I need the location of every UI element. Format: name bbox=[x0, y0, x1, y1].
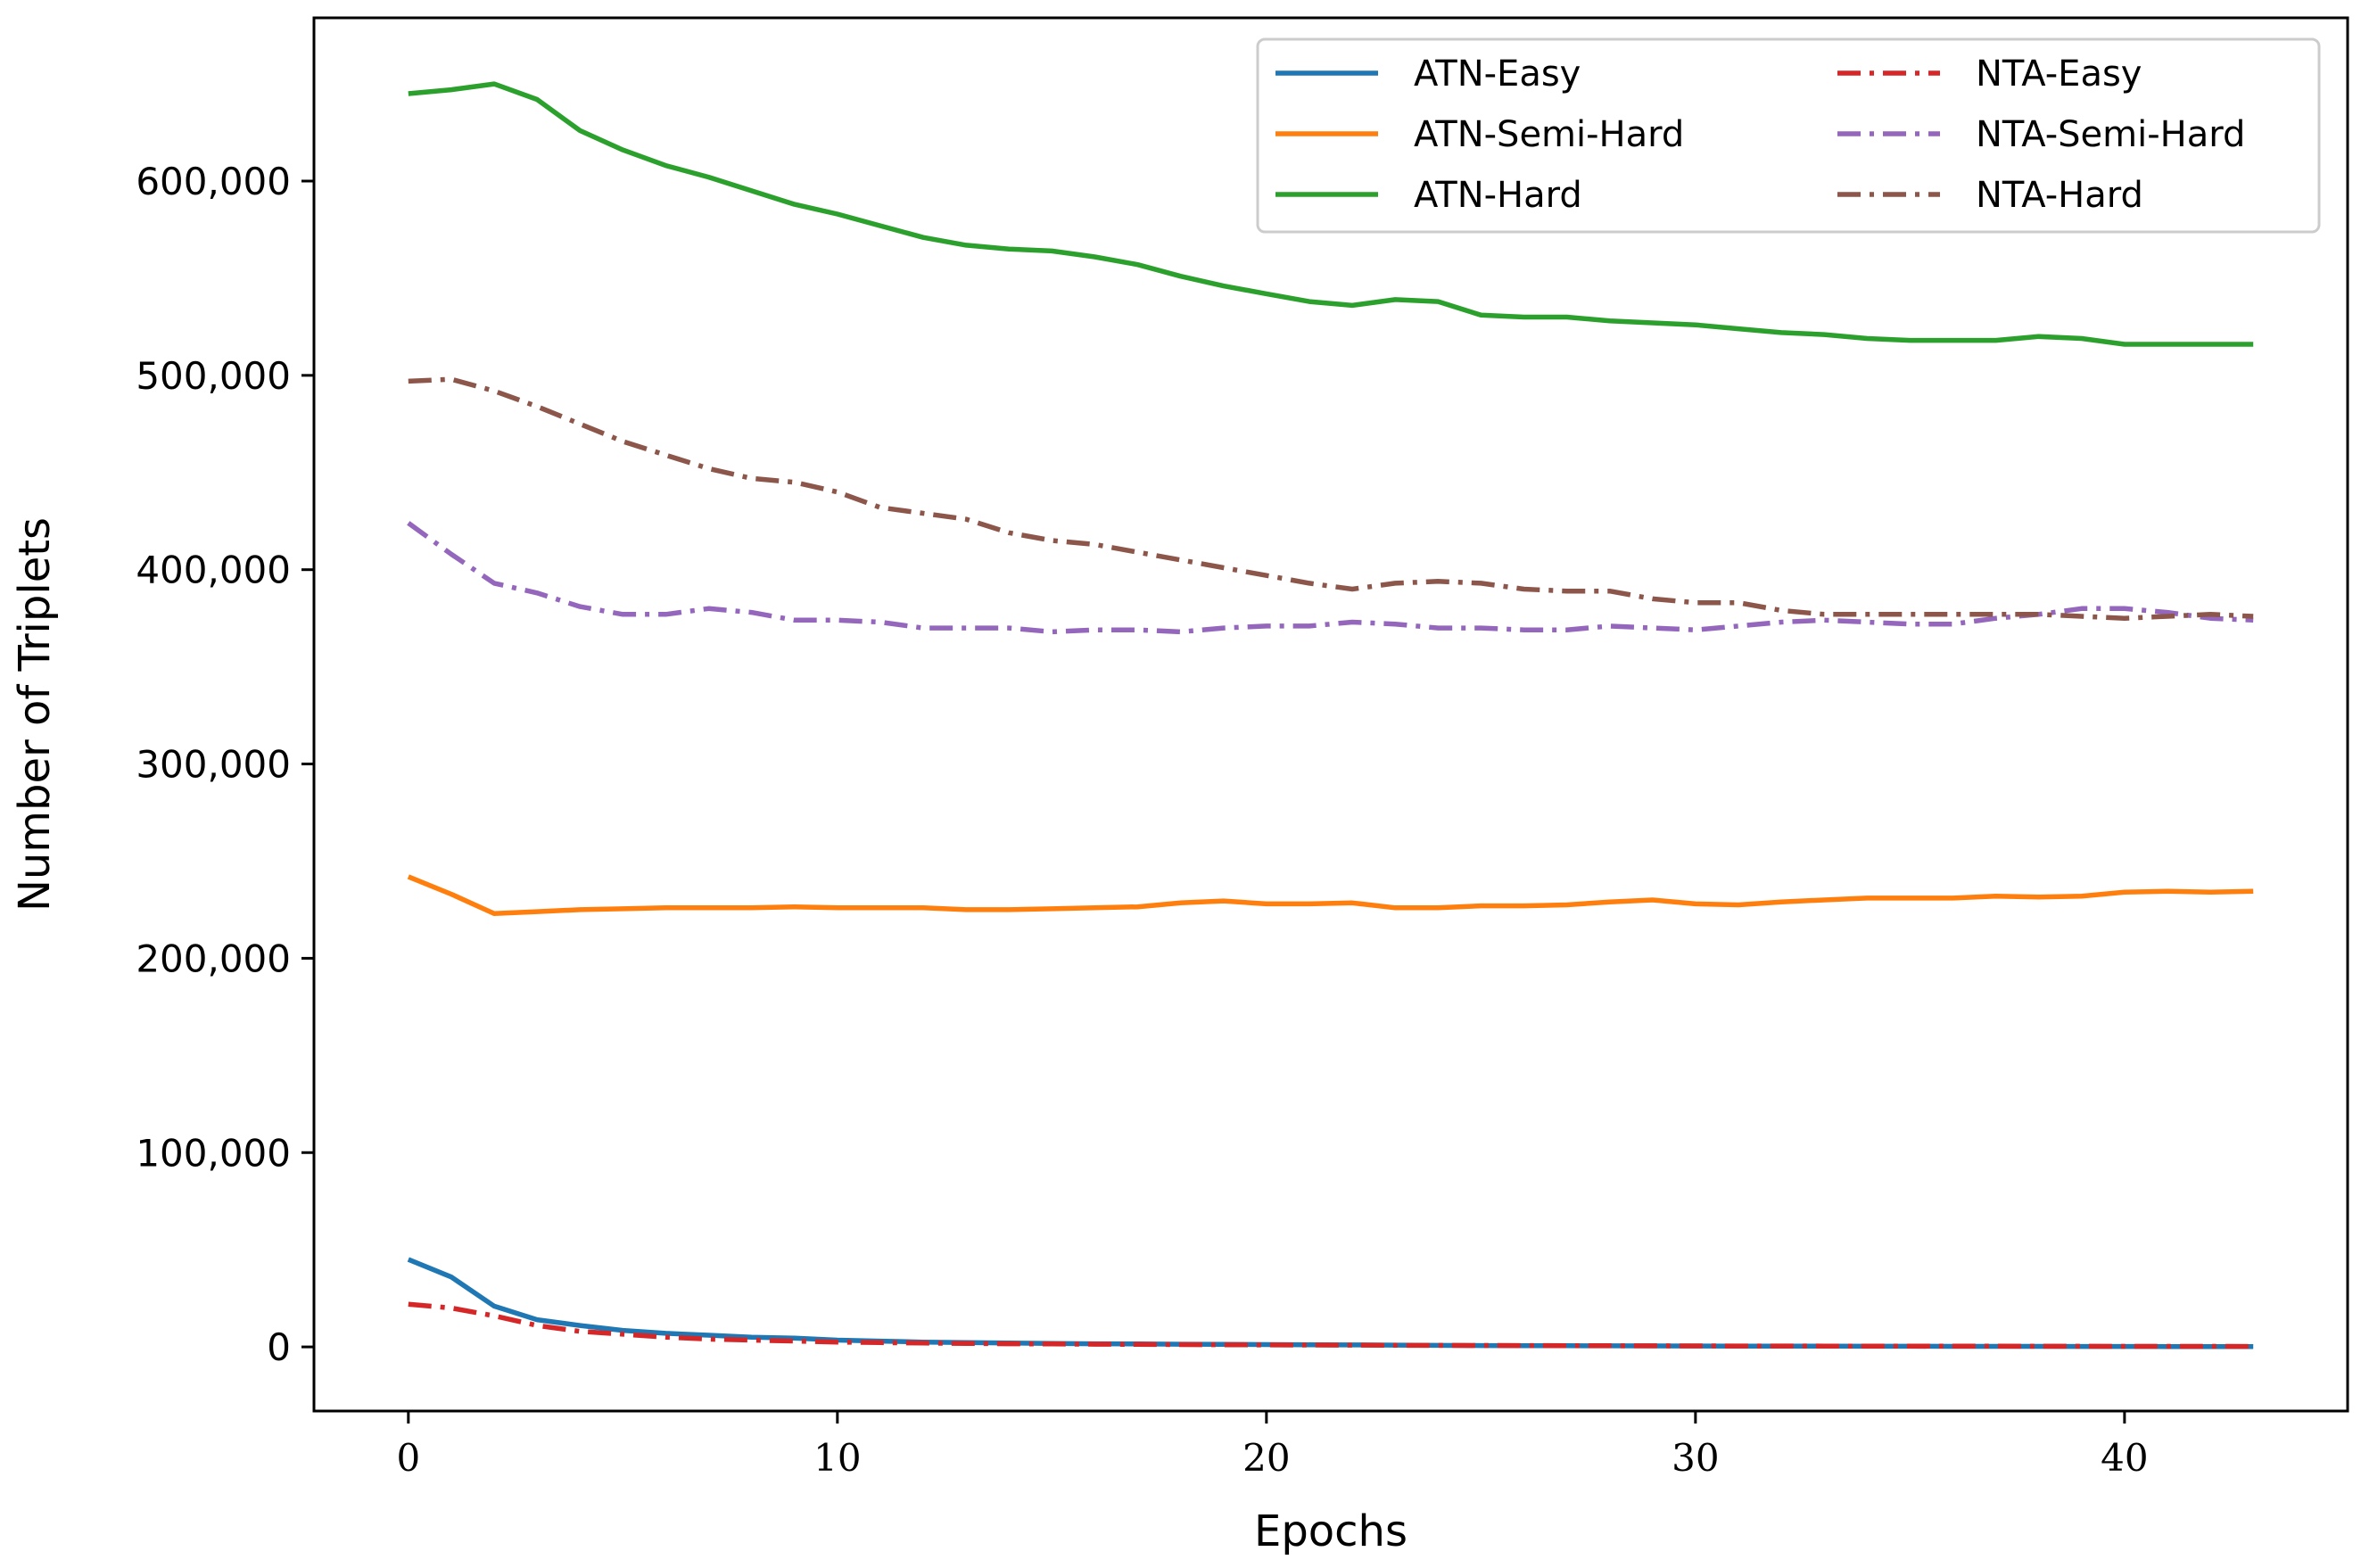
y-axis-label: Number of Triplets bbox=[10, 517, 60, 912]
legend-label: NTA-Easy bbox=[1976, 54, 2142, 95]
y-axis: 0 100,000 200,000 300,000 400,000 500,000 600,… bbox=[136, 160, 314, 1369]
series-line-nta-hard bbox=[408, 376, 2254, 621]
legend-label: ATN-Semi-Hard bbox=[1414, 114, 1684, 155]
plot-frame bbox=[312, 16, 2349, 1413]
x-tick-label: 0 bbox=[396, 1436, 420, 1480]
y-tick-label: 0 bbox=[267, 1325, 291, 1369]
y-tick-label: 300,000 bbox=[136, 743, 291, 787]
legend-label: ATN-Easy bbox=[1414, 54, 1581, 95]
y-tick-label: 100,000 bbox=[136, 1131, 291, 1175]
legend: ATN-Easy ATN-Semi-Hard ATN-Hard NTA-Easy NTA… bbox=[1256, 37, 2321, 234]
x-tick-label: 10 bbox=[813, 1436, 861, 1480]
series-line-nta-semi-hard bbox=[407, 521, 2254, 635]
legend-label: NTA-Semi-Hard bbox=[1976, 114, 2245, 155]
x-axis-label: Epochs bbox=[1254, 1506, 1408, 1556]
y-tick-label: 200,000 bbox=[136, 937, 291, 980]
series-layer bbox=[407, 81, 2254, 1349]
y-tick-label: 400,000 bbox=[136, 549, 291, 592]
x-tick-label: 30 bbox=[1672, 1436, 1719, 1480]
legend-box bbox=[1256, 37, 2321, 234]
x-tick-label: 20 bbox=[1242, 1436, 1290, 1480]
y-tick-label: 500,000 bbox=[136, 354, 291, 398]
legend-label: NTA-Hard bbox=[1976, 175, 2143, 216]
x-tick-label: 40 bbox=[2101, 1436, 2148, 1480]
series-line-nta-easy bbox=[408, 1301, 2254, 1349]
x-axis: 0 10 20 30 40 bbox=[396, 1411, 2149, 1480]
legend-label: ATN-Hard bbox=[1414, 175, 1582, 216]
y-tick-label: 600,000 bbox=[136, 160, 291, 203]
series-line-atn-semi-hard bbox=[407, 874, 2254, 917]
series-line-atn-hard bbox=[408, 81, 2254, 347]
